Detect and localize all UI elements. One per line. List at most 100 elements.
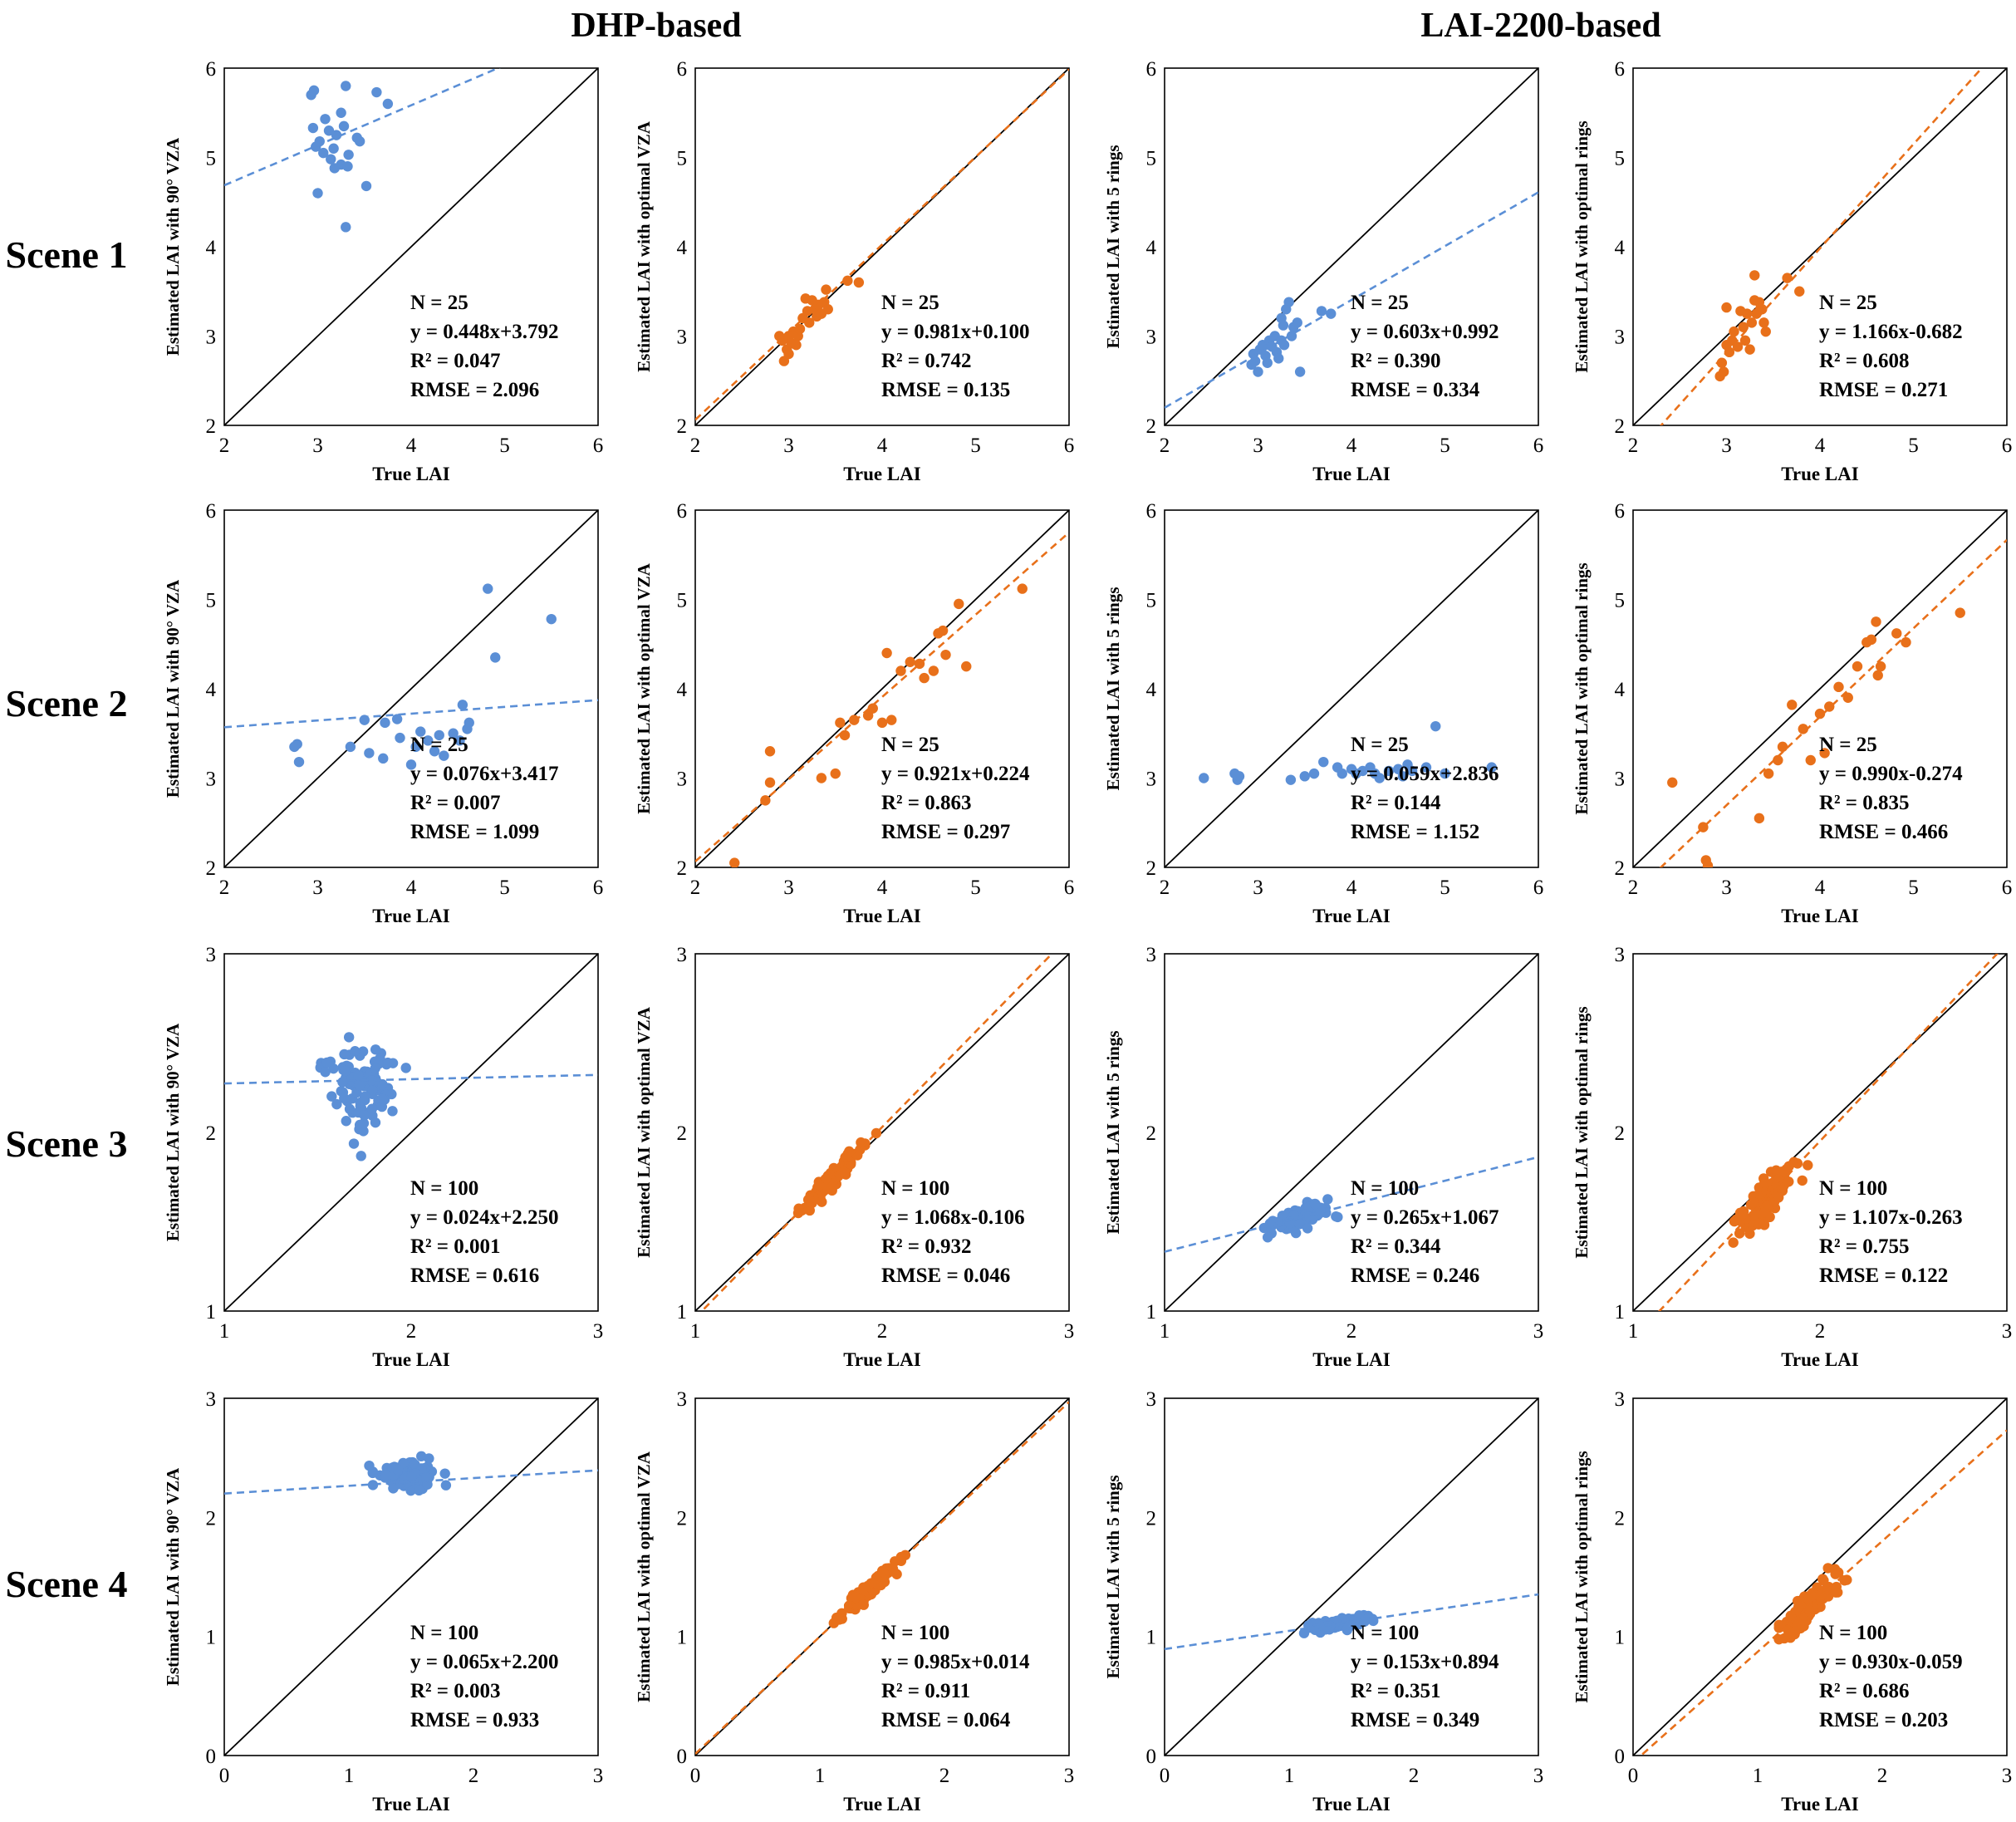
- stat-n: N = 100: [410, 1177, 478, 1200]
- x-axis-label: True LAI: [372, 906, 450, 926]
- y-tick-label: 3: [1615, 327, 1626, 349]
- data-point: [1744, 344, 1755, 355]
- data-point: [378, 753, 389, 764]
- stat-r2: R² = 0.344: [1351, 1235, 1441, 1258]
- x-tick-label: 5: [1440, 877, 1450, 899]
- identity-line: [1165, 68, 1538, 425]
- x-tick-label: 6: [2002, 877, 2013, 899]
- data-point: [1731, 1214, 1742, 1225]
- y-tick-label: 2: [1615, 1507, 1626, 1530]
- data-point: [328, 143, 339, 154]
- plot-area: [1165, 1398, 1538, 1756]
- x-tick-label: 1: [1628, 1320, 1639, 1343]
- data-point: [339, 1049, 350, 1060]
- data-point: [1721, 302, 1732, 313]
- data-point: [1742, 308, 1753, 319]
- data-point: [1817, 1574, 1828, 1584]
- x-axis-label: True LAI: [1312, 1794, 1391, 1815]
- y-axis-label: Estimated LAI with optimal VZA: [634, 120, 654, 372]
- data-point: [382, 1057, 394, 1068]
- y-tick-label: 3: [206, 944, 217, 966]
- stat-n: N = 100: [881, 1622, 949, 1644]
- data-point: [307, 122, 319, 134]
- data-point: [822, 304, 833, 315]
- data-point: [416, 1451, 427, 1462]
- fit-line: [700, 954, 1054, 1311]
- panel-s3-lai-opt: 11 2 2 3 3 True LAI Estimated LAI with optimal…: [1572, 944, 2012, 1370]
- x-axis-label: True LAI: [1781, 1349, 1859, 1370]
- x-tick-label: 2: [1628, 435, 1639, 457]
- data-point: [1852, 661, 1863, 672]
- y-axis-label: Estimated LAI with 5 rings: [1103, 1030, 1123, 1234]
- data-point: [1383, 765, 1395, 777]
- panel-s3-lai-5: 11 2 2 3 3 True LAI Estimated LAI with 5 rings…: [1103, 944, 1543, 1370]
- y-tick-label: 5: [1146, 590, 1157, 612]
- data-point: [392, 1464, 404, 1476]
- y-axis-label: Estimated LAI with 5 rings: [1103, 145, 1123, 348]
- data-point: [400, 1063, 411, 1073]
- stat-eq: y = 1.068x-0.106: [881, 1206, 1025, 1229]
- y-tick-label: 3: [1146, 327, 1157, 349]
- panel-s2-dhp-90: 22 3 3 4 4 5 5 6 6 True LAI Estimated LAI with 90°…: [163, 500, 603, 926]
- y-axis-label: Estimated LAI with 90° VZA: [163, 579, 183, 798]
- y-tick-label: 5: [677, 148, 688, 170]
- x-tick-label: 4: [877, 435, 888, 457]
- data-point: [1754, 813, 1765, 824]
- data-point: [1285, 774, 1297, 785]
- stat-rmse: RMSE = 1.152: [1351, 821, 1479, 843]
- stat-r2: R² = 0.742: [881, 350, 972, 372]
- x-tick-label: 1: [1160, 1320, 1170, 1343]
- x-tick-label: 3: [312, 877, 323, 899]
- panel-s2-dhp-opt: 22 3 3 4 4 5 5 6 6 True LAI Estimated LAI with opt…: [634, 500, 1074, 926]
- y-axis-label: Estimated LAI with 90° VZA: [163, 1023, 183, 1241]
- data-point: [1777, 741, 1788, 753]
- fit-line: [224, 1469, 598, 1495]
- data-point: [1782, 273, 1793, 283]
- identity-line: [224, 954, 598, 1311]
- y-tick-label: 4: [677, 679, 688, 701]
- x-tick-label: 5: [970, 435, 981, 457]
- plot-area: [695, 510, 1069, 867]
- x-tick-label: 6: [1533, 877, 1544, 899]
- x-tick-label: 6: [1064, 435, 1075, 457]
- data-point: [1292, 317, 1302, 328]
- identity-line: [1165, 510, 1538, 867]
- x-tick-label: 3: [2002, 1765, 2013, 1787]
- data-point: [1286, 331, 1297, 341]
- x-tick-label: 1: [1284, 1765, 1295, 1787]
- x-axis-label: True LAI: [1312, 1349, 1391, 1370]
- data-point: [1822, 1583, 1832, 1594]
- stat-r2: R² = 0.047: [410, 350, 501, 372]
- data-point: [816, 773, 827, 783]
- data-point: [1262, 1232, 1273, 1243]
- stat-n: N = 25: [1819, 734, 1877, 756]
- data-point: [1746, 317, 1758, 328]
- plot-area: [695, 954, 1069, 1311]
- data-point: [353, 1070, 364, 1081]
- data-point: [1430, 720, 1441, 732]
- data-point: [337, 1077, 348, 1088]
- y-tick-label: 2: [677, 415, 688, 438]
- data-point: [846, 1151, 856, 1161]
- y-tick-label: 1: [1615, 1301, 1626, 1324]
- data-point: [937, 625, 949, 636]
- y-tick-label: 0: [1615, 1746, 1626, 1768]
- y-tick-label: 4: [206, 679, 217, 701]
- y-tick-label: 2: [1615, 1122, 1626, 1145]
- row-label-scene-3: Scene 3: [6, 1122, 128, 1165]
- y-tick-label: 2: [1615, 857, 1626, 880]
- stat-r2: R² = 0.755: [1819, 1235, 1910, 1258]
- data-point: [1420, 762, 1432, 773]
- plot-area: [695, 68, 1069, 425]
- data-point: [859, 1584, 870, 1594]
- data-point: [1773, 754, 1783, 766]
- fit-line: [1657, 954, 1999, 1311]
- y-tick-label: 3: [677, 944, 688, 966]
- y-axis-label: Estimated LAI with optimal rings: [1572, 1006, 1592, 1258]
- data-point: [490, 652, 501, 663]
- stat-eq: y = 1.166x-0.682: [1819, 321, 1963, 343]
- x-axis-label: True LAI: [843, 1349, 921, 1370]
- stat-n: N = 25: [410, 292, 468, 314]
- data-point: [764, 746, 776, 757]
- data-point: [1763, 768, 1774, 779]
